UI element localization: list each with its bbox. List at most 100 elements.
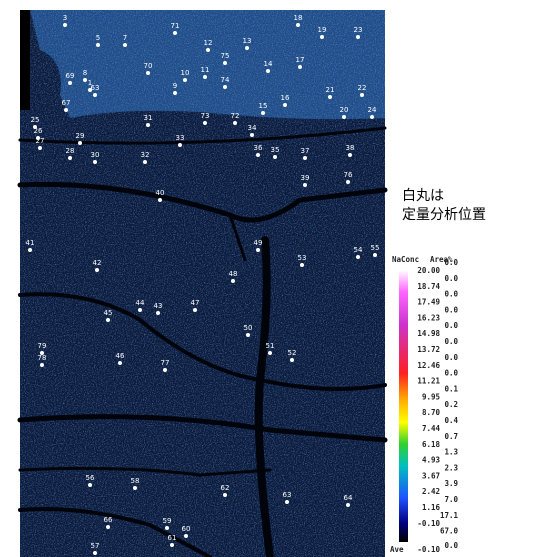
point-label: 23	[354, 26, 363, 34]
point-label: 64	[344, 494, 353, 502]
point-label: 33	[176, 134, 185, 142]
point-label: 51	[266, 342, 275, 350]
point-label: 58	[131, 477, 140, 485]
point-label: 39	[301, 174, 310, 182]
point-marker	[173, 31, 177, 35]
legend-area: 0.1	[444, 384, 458, 393]
legend-area: 17.1	[440, 511, 459, 520]
point-label: 43	[154, 302, 163, 310]
point-label: 71	[171, 22, 180, 30]
point-label: 15	[259, 102, 268, 110]
point-marker	[356, 35, 360, 39]
point-marker	[64, 108, 68, 112]
point-marker	[38, 146, 42, 150]
legend-conc: -0.10	[417, 519, 440, 528]
point-label: 49	[254, 239, 263, 247]
legend-conc: 11.21	[417, 377, 440, 386]
point-label: 54	[354, 246, 363, 254]
point-marker	[36, 136, 40, 140]
point-marker	[206, 48, 210, 52]
point-label: 10	[181, 69, 190, 77]
legend-conc: 12.46	[417, 361, 440, 370]
point-label: 46	[116, 352, 125, 360]
point-label: 57	[91, 542, 100, 550]
point-marker	[95, 268, 99, 272]
legend-header: NaConc	[392, 255, 419, 264]
point-label: 66	[104, 516, 113, 524]
point-marker	[256, 153, 260, 157]
point-label: 25	[31, 116, 40, 124]
legend-area: 0.7	[444, 432, 458, 441]
point-label: 21	[326, 86, 335, 94]
legend-conc: 13.72	[417, 345, 440, 354]
annotation: 定量分析位置	[402, 207, 486, 223]
point-marker	[138, 308, 142, 312]
legend-conc: 8.70	[422, 408, 441, 417]
point-marker	[283, 103, 287, 107]
legend-header: Area%	[430, 255, 453, 264]
point-label: 69	[66, 72, 75, 80]
point-marker	[133, 486, 137, 490]
point-marker	[93, 93, 97, 97]
point-marker	[118, 361, 122, 365]
legend-conc: 20.00	[417, 266, 440, 275]
point-label: 37	[301, 147, 310, 155]
point-marker	[370, 115, 374, 119]
point-marker	[298, 65, 302, 69]
point-label: 1	[88, 79, 92, 87]
point-marker	[231, 279, 235, 283]
point-label: 72	[231, 112, 240, 120]
point-marker	[106, 525, 110, 529]
point-marker	[156, 311, 160, 315]
legend-area: 0.2	[444, 400, 458, 409]
point-label: 73	[201, 112, 210, 120]
point-marker	[184, 534, 188, 538]
point-marker	[346, 180, 350, 184]
legend-area: 0.0	[444, 305, 458, 314]
point-label: 12	[204, 39, 213, 47]
point-marker	[348, 153, 352, 157]
legend-area: 1.3	[444, 448, 458, 457]
point-label: 35	[271, 146, 280, 154]
point-marker	[346, 503, 350, 507]
legend-conc: 9.95	[422, 392, 440, 401]
point-label: 26	[34, 127, 43, 135]
point-label: 55	[371, 244, 380, 252]
point-marker	[320, 35, 324, 39]
point-label: 42	[93, 259, 102, 267]
point-label: 20	[340, 106, 349, 114]
point-marker	[328, 95, 332, 99]
legend-area: 0.0	[444, 321, 458, 330]
point-marker	[303, 156, 307, 160]
point-marker	[203, 75, 207, 79]
point-label: 52	[288, 349, 297, 357]
legend-area: 2.3	[444, 463, 458, 472]
legend-conc: 4.93	[422, 456, 441, 465]
point-label: 53	[298, 254, 307, 262]
legend-area: 0.0	[444, 258, 458, 267]
legend-conc: 6.18	[422, 440, 441, 449]
point-marker	[223, 61, 227, 65]
point-label: 11	[201, 66, 210, 74]
point-label: 44	[136, 299, 145, 307]
point-marker	[88, 483, 92, 487]
point-marker	[261, 111, 265, 115]
point-marker	[93, 160, 97, 164]
point-marker	[146, 123, 150, 127]
point-marker	[246, 333, 250, 337]
point-label: 48	[229, 270, 238, 278]
point-label: 28	[66, 147, 75, 155]
legend-conc: 14.98	[417, 329, 440, 338]
legend-conc: 7.44	[422, 424, 441, 433]
point-label: 13	[243, 37, 252, 45]
point-marker	[245, 46, 249, 50]
point-marker	[183, 78, 187, 82]
point-marker	[173, 91, 177, 95]
point-label: 8	[83, 69, 87, 77]
legend-area: 0.0	[444, 290, 458, 299]
point-marker	[373, 253, 377, 257]
point-marker	[33, 125, 37, 129]
point-label: 62	[221, 484, 230, 492]
color-bar	[399, 270, 408, 542]
point-label: 63	[283, 491, 292, 499]
